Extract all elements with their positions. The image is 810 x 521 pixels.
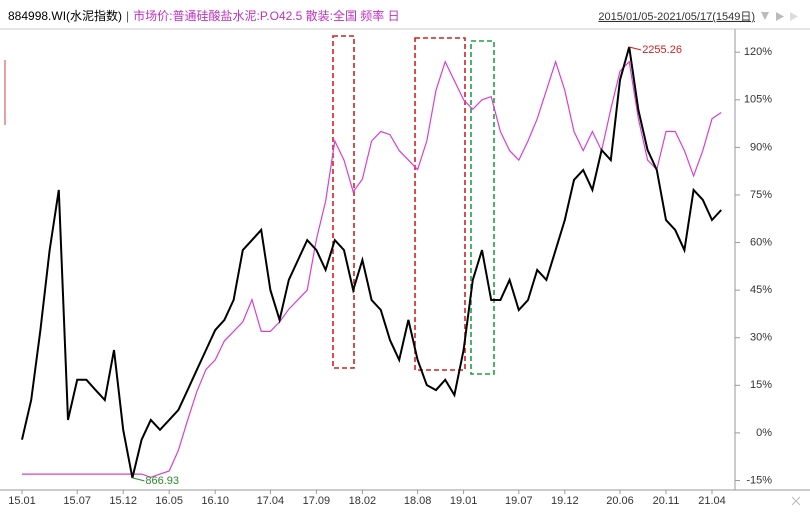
y-tick-label: 120%: [744, 46, 772, 58]
date-range: 2015/01/05-2021/05/17(1549日): [598, 11, 755, 23]
x-tick-label: 16.05: [155, 495, 183, 507]
x-tick-label: 18.02: [349, 495, 377, 507]
y-tick-label: 90%: [750, 141, 772, 153]
separator: |: [126, 9, 129, 23]
x-tick-label: 20.11: [653, 495, 680, 507]
highlight-box: [414, 37, 466, 371]
series-line: [22, 59, 722, 478]
series-line: [21, 46, 722, 479]
y-tick-label: 45%: [750, 284, 772, 296]
x-tick-label: 19.01: [450, 495, 478, 507]
annotation-label: 2255.26: [642, 44, 682, 56]
x-tick-label: 21.04: [698, 495, 726, 507]
highlight-boxes: [332, 35, 495, 375]
y-tick-label: 0%: [756, 427, 772, 439]
corner-icon[interactable]: [791, 496, 801, 506]
play-arrow[interactable]: [776, 12, 784, 21]
chart-subtitle: 市场价:普通硅酸盐水泥:P.O42.5 散装:全国 频率 日: [133, 8, 400, 23]
menu-arrow[interactable]: [761, 12, 769, 20]
x-tick-label: 19.12: [551, 495, 579, 507]
x-tick-label: 19.07: [505, 495, 533, 507]
annotation-leader: [629, 46, 642, 51]
chart-title: 884998.WI(水泥指数): [8, 8, 122, 23]
x-tick-label: 17.09: [303, 495, 331, 507]
x-tick-label: 15.07: [63, 495, 91, 507]
y-tick-label: 60%: [750, 236, 772, 248]
play-arrow[interactable]: [790, 12, 798, 21]
annotation-label: 866.93: [145, 475, 179, 487]
x-tick-label: 15.01: [8, 495, 36, 507]
highlight-box: [470, 40, 495, 375]
y-tick-label: -15%: [746, 474, 772, 486]
y-tick-label: 105%: [744, 94, 772, 106]
x-tick-label: 16.10: [201, 495, 229, 507]
x-tick-label: 18.08: [404, 495, 432, 507]
x-tick-label: 20.06: [606, 495, 634, 507]
x-tick-label: 17.04: [257, 495, 285, 507]
y-tick-label: 30%: [750, 332, 772, 344]
highlight-box: [332, 35, 355, 369]
annotation-leader: [132, 477, 145, 482]
y-tick-label: 15%: [750, 379, 772, 391]
y-tick-label: 75%: [750, 189, 772, 201]
x-tick-label: 15.12: [109, 495, 137, 507]
